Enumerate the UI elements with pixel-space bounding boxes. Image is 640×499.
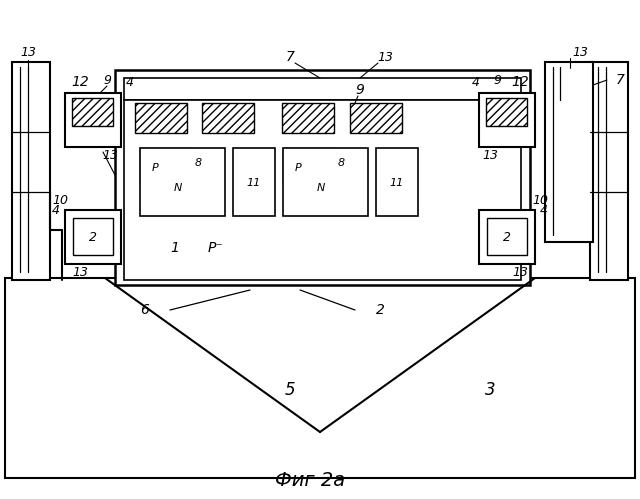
Bar: [65, 210, 121, 264]
Text: 11: 11: [247, 178, 261, 188]
Text: N: N: [317, 183, 325, 193]
Bar: [140, 148, 225, 216]
Bar: [233, 148, 275, 216]
Bar: [124, 78, 521, 100]
Text: P: P: [152, 163, 158, 173]
Text: 9: 9: [103, 73, 111, 86]
Bar: [65, 93, 121, 147]
Text: Фиг 2а: Фиг 2а: [275, 471, 345, 490]
Bar: [12, 62, 50, 280]
Bar: [283, 148, 368, 216]
Text: 4: 4: [126, 75, 134, 88]
Text: 4: 4: [52, 204, 60, 217]
Bar: [283, 148, 335, 183]
Text: 13: 13: [482, 149, 498, 162]
Text: 9: 9: [493, 73, 501, 86]
Bar: [135, 103, 187, 133]
Bar: [202, 103, 254, 133]
Bar: [479, 210, 535, 264]
Bar: [124, 100, 521, 280]
Bar: [545, 62, 593, 242]
Text: 5: 5: [285, 381, 295, 399]
Bar: [115, 70, 530, 285]
Text: 10: 10: [52, 194, 68, 207]
Bar: [376, 148, 418, 216]
Text: 7: 7: [616, 73, 625, 87]
Text: N: N: [174, 183, 182, 193]
Text: 12: 12: [71, 75, 89, 89]
Bar: [72, 98, 113, 126]
Text: 13: 13: [72, 265, 88, 278]
Text: 10: 10: [532, 194, 548, 207]
Text: 2: 2: [503, 231, 511, 244]
Text: 8: 8: [195, 158, 202, 168]
Bar: [350, 103, 402, 133]
Text: 4: 4: [540, 204, 548, 217]
Text: 13: 13: [102, 149, 118, 162]
Text: 4: 4: [472, 75, 480, 88]
Text: 8: 8: [337, 158, 344, 168]
Text: 1: 1: [171, 241, 179, 255]
Text: 13: 13: [20, 45, 36, 58]
Text: P: P: [294, 163, 301, 173]
Bar: [487, 218, 527, 255]
Text: 13: 13: [377, 50, 393, 63]
Text: 7: 7: [285, 50, 294, 64]
Bar: [140, 148, 192, 183]
Text: 9: 9: [356, 83, 364, 97]
Text: 11: 11: [390, 178, 404, 188]
Text: 6: 6: [141, 303, 149, 317]
Bar: [5, 278, 635, 478]
Bar: [590, 62, 628, 280]
Text: P⁻: P⁻: [207, 241, 223, 255]
Text: 2: 2: [376, 303, 385, 317]
Bar: [282, 103, 334, 133]
Text: 2: 2: [89, 231, 97, 244]
Text: 13: 13: [572, 45, 588, 58]
Bar: [73, 218, 113, 255]
Text: 12: 12: [511, 75, 529, 89]
Bar: [486, 98, 527, 126]
Bar: [479, 93, 535, 147]
Text: 13: 13: [512, 265, 528, 278]
Text: 3: 3: [484, 381, 495, 399]
